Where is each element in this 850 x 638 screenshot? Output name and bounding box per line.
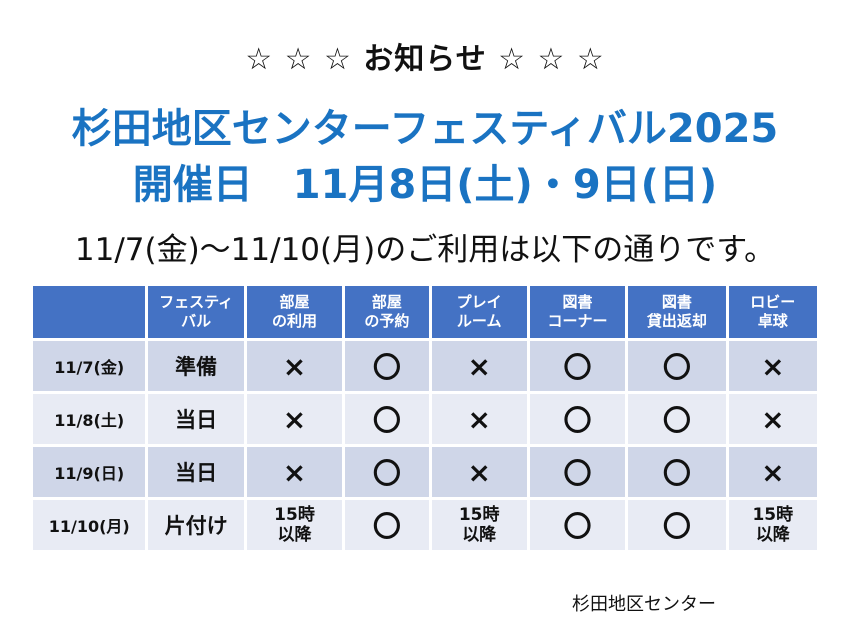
status-cell: 〇 xyxy=(628,500,725,550)
status-cell: × xyxy=(432,447,527,497)
status-cell: 〇 xyxy=(530,341,625,391)
row-date: 11/7(金) xyxy=(33,341,145,391)
status-cell: 15時 以降 xyxy=(729,500,817,550)
status-cell: × xyxy=(729,447,817,497)
status-cell: 〇 xyxy=(345,500,428,550)
status-cell: × xyxy=(729,341,817,391)
table-row: 11/8(土) 当日 × 〇 × 〇 〇 × xyxy=(33,394,817,444)
status-cell: 〇 xyxy=(345,341,428,391)
usage-notice: 11/7(金)～11/10(月)のご利用は以下の通りです。 xyxy=(0,230,850,270)
festival-title: 杉田地区センターフェスティバル2025 xyxy=(0,104,850,154)
notice-heading: ☆ ☆ ☆ お知らせ ☆ ☆ ☆ xyxy=(0,34,850,78)
table-row: 11/9(日) 当日 × 〇 × 〇 〇 × xyxy=(33,447,817,497)
status-cell: 〇 xyxy=(628,341,725,391)
status-cell: × xyxy=(247,341,342,391)
center-name: 杉田地区センター xyxy=(572,590,716,616)
row-date: 11/8(土) xyxy=(33,394,145,444)
row-stage: 片付け xyxy=(148,500,243,550)
status-cell: × xyxy=(247,394,342,444)
header-cell-play-room: プレイ ルーム xyxy=(432,286,527,338)
header-cell-blank xyxy=(33,286,145,338)
status-cell: 15時 以降 xyxy=(247,500,342,550)
row-stage: 当日 xyxy=(148,394,243,444)
status-cell: 〇 xyxy=(530,500,625,550)
status-cell: 〇 xyxy=(628,394,725,444)
header-cell-library-corner: 図書 コーナー xyxy=(530,286,625,338)
row-stage: 当日 xyxy=(148,447,243,497)
status-cell: 〇 xyxy=(628,447,725,497)
table-header-row: フェスティ バル 部屋 の利用 部屋 の予約 プレイ ルーム 図書 コーナー 図… xyxy=(33,286,817,338)
status-cell: × xyxy=(432,341,527,391)
table-row: 11/10(月) 片付け 15時 以降 〇 15時 以降 〇 〇 15時 以降 xyxy=(33,500,817,550)
status-cell: × xyxy=(729,394,817,444)
status-cell: × xyxy=(432,394,527,444)
header-cell-room-use: 部屋 の利用 xyxy=(247,286,342,338)
header-cell-festival: フェスティ バル xyxy=(148,286,243,338)
header-cell-lobby-pingpong: ロビー 卓球 xyxy=(729,286,817,338)
table-row: 11/7(金) 準備 × 〇 × 〇 〇 × xyxy=(33,341,817,391)
status-cell: 〇 xyxy=(530,394,625,444)
row-date: 11/10(月) xyxy=(33,500,145,550)
row-date: 11/9(日) xyxy=(33,447,145,497)
header-cell-library-lending: 図書 貸出返却 xyxy=(628,286,725,338)
status-cell: × xyxy=(247,447,342,497)
status-cell: 〇 xyxy=(345,447,428,497)
status-cell: 〇 xyxy=(530,447,625,497)
status-cell: 〇 xyxy=(345,394,428,444)
facility-schedule-table: フェスティ バル 部屋 の利用 部屋 の予約 プレイ ルーム 図書 コーナー 図… xyxy=(30,283,820,553)
status-cell: 15時 以降 xyxy=(432,500,527,550)
header-cell-room-reservation: 部屋 の予約 xyxy=(345,286,428,338)
row-stage: 準備 xyxy=(148,341,243,391)
event-dates: 開催日 11月8日(土)・9日(日) xyxy=(0,160,850,210)
